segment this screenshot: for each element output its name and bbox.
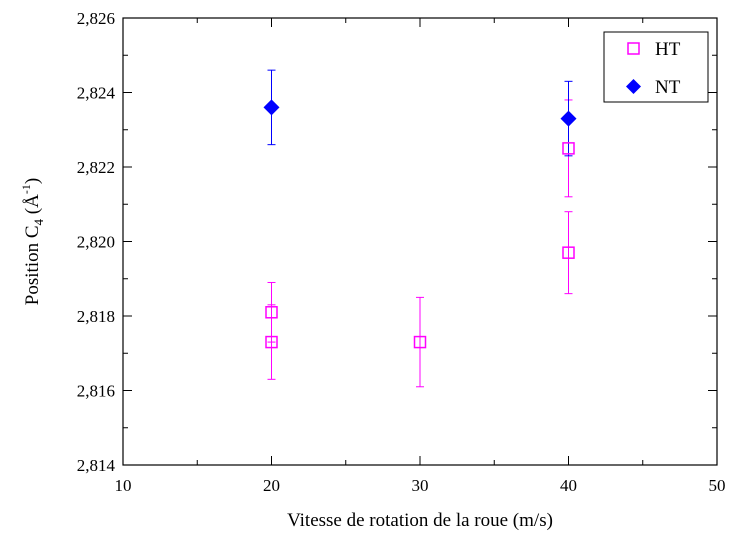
y-axis-title-superscript: -1 (19, 184, 33, 194)
legend-marker-nt (626, 79, 641, 94)
x-tick-label: 10 (115, 476, 132, 495)
legend: HT NT (603, 31, 709, 103)
x-tick-label: 50 (709, 476, 726, 495)
y-axis-title-unit-close: ) (22, 178, 43, 184)
y-tick-label: 2,814 (77, 456, 116, 475)
data-point-ht (413, 335, 427, 349)
x-tick-label: 40 (560, 476, 577, 495)
legend-box (603, 31, 709, 103)
ticks: 10 20 30 40 50 2,814 2,816 2,818 2,820 2,822 2,824… (77, 9, 726, 495)
data-point-ht (265, 306, 278, 319)
y-axis-title-unit-open: (Å (22, 194, 43, 219)
data-point-ht (265, 335, 278, 349)
error-bars (267, 69, 573, 388)
y-axis-title-subscript: 4 (31, 218, 46, 225)
data-point-nt (263, 99, 280, 116)
y-axis-title-prefix: Position C (22, 225, 43, 305)
data-point-ht (562, 246, 575, 259)
y-tick-label: 2,826 (77, 9, 115, 28)
data-points (263, 99, 577, 349)
legend-marker-ht (627, 42, 640, 55)
y-tick-label: 2,820 (77, 233, 115, 252)
x-tick-label: 30 (412, 476, 429, 495)
x-axis-title: Vitesse de rotation de la roue (m/s) (287, 510, 553, 531)
legend-label-ht: HT (655, 39, 681, 60)
data-point-nt (560, 110, 577, 127)
y-axis-title: Position C4 (Å-1) (19, 178, 46, 305)
legend-label-nt: NT (655, 77, 681, 98)
y-tick-label: 2,816 (77, 382, 115, 401)
data-point-ht (562, 142, 575, 155)
y-tick-label: 2,822 (77, 158, 115, 177)
x-tick-label: 20 (263, 476, 280, 495)
y-tick-label: 2,824 (77, 84, 116, 103)
y-tick-label: 2,818 (77, 307, 115, 326)
